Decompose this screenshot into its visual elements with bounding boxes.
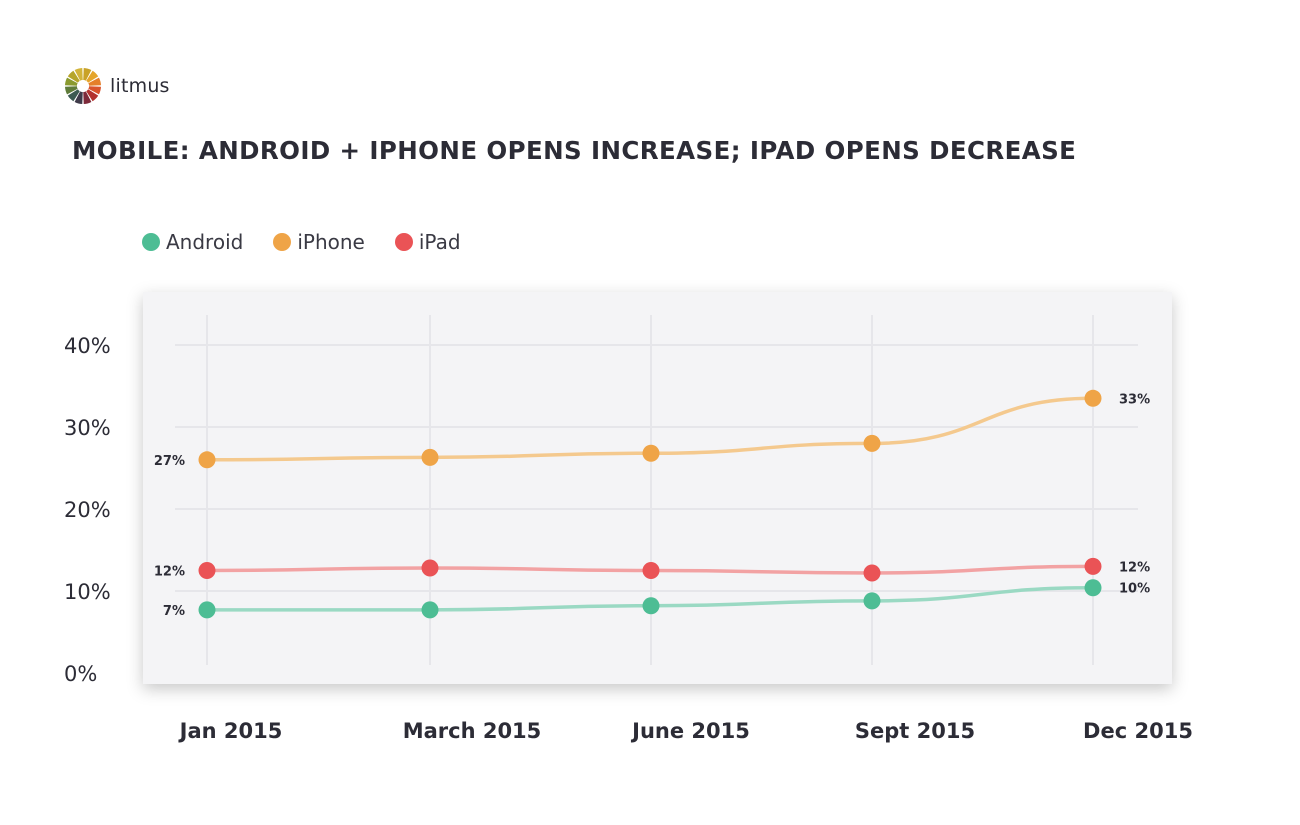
litmus-logo-icon xyxy=(65,68,101,104)
logo-segment xyxy=(86,70,99,83)
data-point-ipad xyxy=(863,564,881,582)
data-point-iphone xyxy=(1084,389,1102,407)
chart-title: MOBILE: ANDROID + IPHONE OPENS INCREASE;… xyxy=(72,136,1077,165)
y-axis-ticks: 40% 30% 20% 10% 0% xyxy=(64,334,111,686)
y-tick-label: 40% xyxy=(64,334,111,358)
data-point-ipad xyxy=(421,559,439,577)
logo-segment xyxy=(74,91,83,104)
y-tick-label: 10% xyxy=(64,580,111,604)
logo-segment xyxy=(67,89,80,102)
legend-label-iphone: iPhone xyxy=(297,230,365,254)
logo-segment xyxy=(86,89,99,102)
y-tick-label: 20% xyxy=(64,498,111,522)
chart-legend: Android iPhone iPad xyxy=(142,230,461,254)
logo-segment xyxy=(65,86,78,95)
data-point-ipad xyxy=(198,562,216,579)
brand-name: litmus xyxy=(110,75,170,97)
data-label-iphone: 27% xyxy=(154,454,185,469)
x-axis-ticks: Jan 2015 March 2015 June 2015 Sept 2015 Dec … xyxy=(178,719,1193,743)
data-point-android xyxy=(198,601,216,619)
data-label-android: 7% xyxy=(163,604,185,619)
legend-dot-android xyxy=(142,233,160,251)
legend-label-android: Android xyxy=(166,230,244,254)
logo-segment xyxy=(83,68,92,81)
data-label-ipad: 12% xyxy=(154,565,185,580)
data-point-iphone xyxy=(198,451,216,469)
x-tick-label: Jan 2015 xyxy=(178,719,283,743)
series-points xyxy=(198,389,1102,619)
data-point-iphone xyxy=(421,448,439,466)
data-point-iphone xyxy=(863,434,881,452)
logo-segment xyxy=(74,68,83,81)
data-point-android xyxy=(421,601,439,619)
x-tick-label: Dec 2015 xyxy=(1083,719,1193,743)
x-tick-label: June 2015 xyxy=(630,719,750,743)
logo-segment xyxy=(67,70,80,83)
logo-segment xyxy=(65,77,78,86)
logo-segment xyxy=(83,91,92,104)
data-point-android xyxy=(1084,579,1102,597)
y-tick-label: 30% xyxy=(64,416,111,440)
legend-item-iphone: iPhone xyxy=(273,230,365,254)
data-label-android: 10% xyxy=(1119,582,1150,597)
data-point-ipad xyxy=(642,562,660,579)
data-point-android xyxy=(863,592,881,610)
data-label-ipad: 12% xyxy=(1119,560,1150,575)
brand-logo: litmus xyxy=(64,67,170,105)
x-tick-label: Sept 2015 xyxy=(855,719,975,743)
x-tick-label: March 2015 xyxy=(403,719,542,743)
legend-item-ipad: iPad xyxy=(394,230,461,254)
data-point-ipad xyxy=(1084,557,1102,575)
legend-item-android: Android xyxy=(142,230,243,254)
y-tick-label: 0% xyxy=(64,662,97,686)
logo-segment xyxy=(88,86,101,95)
legend-dot-iphone xyxy=(273,233,292,251)
plot-panel xyxy=(143,292,1172,684)
legend-label-ipad: iPad xyxy=(418,230,461,254)
legend-dot-ipad xyxy=(394,233,413,251)
data-label-iphone: 33% xyxy=(1119,392,1150,407)
data-point-iphone xyxy=(642,444,660,462)
logo-segment xyxy=(88,77,101,86)
data-labels: 27% 33% 12% 12% 7% 10% xyxy=(154,392,1150,619)
data-point-android xyxy=(642,597,660,615)
